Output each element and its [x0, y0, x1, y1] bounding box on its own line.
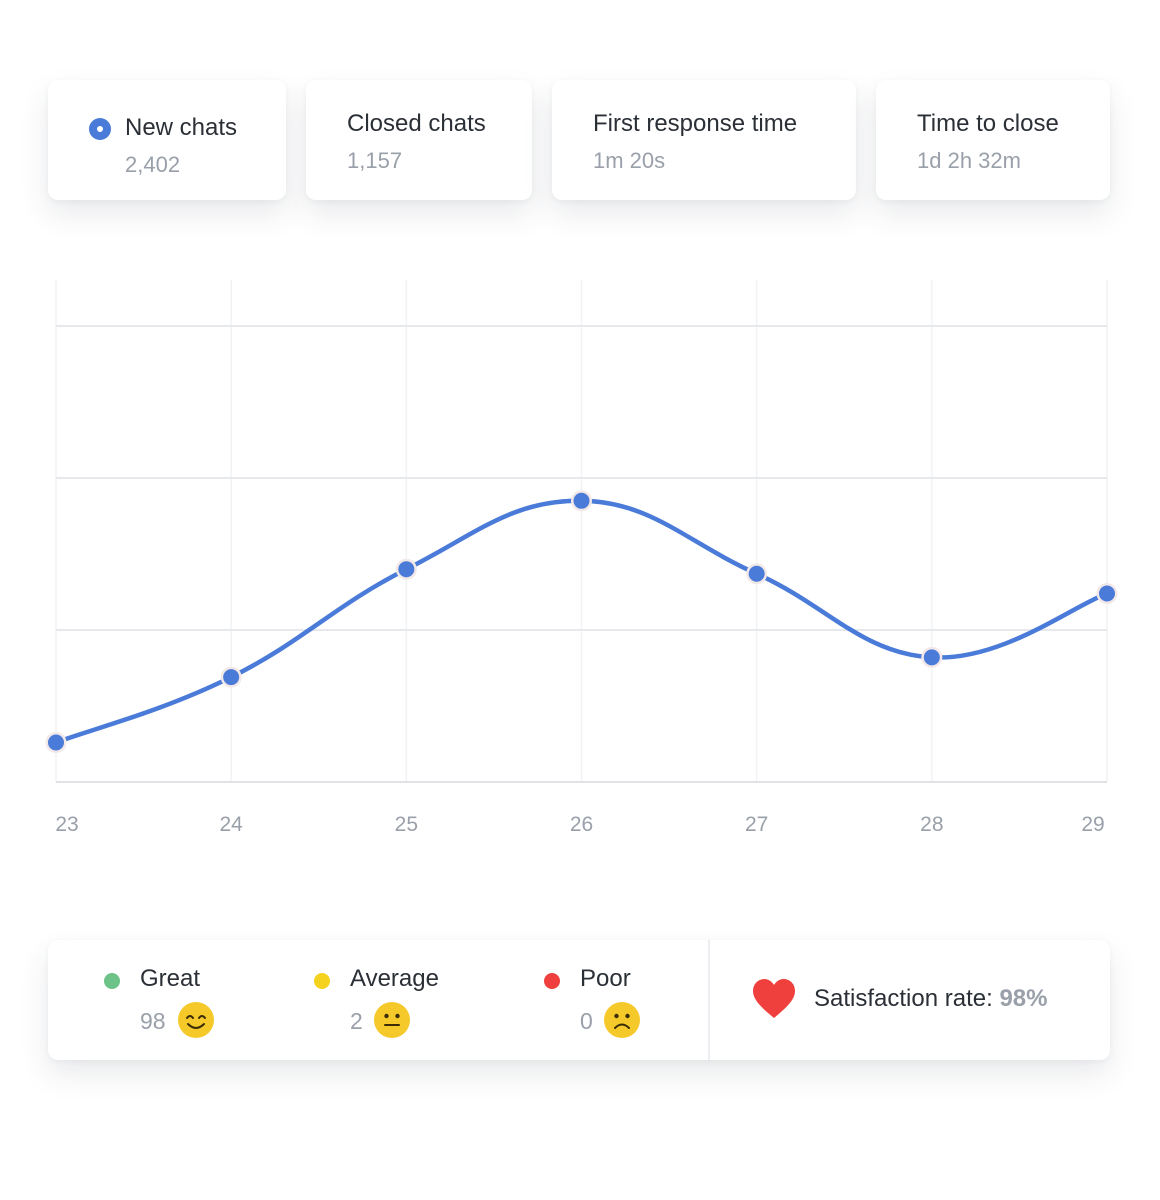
rating-poor: Poor 0	[544, 940, 744, 1060]
data-point	[923, 649, 940, 666]
x-tick-label: 27	[745, 813, 768, 836]
great-dot	[104, 973, 120, 989]
satisfaction-rate: Satisfaction rate: 98%	[814, 985, 1047, 1013]
average-dot	[314, 973, 330, 989]
rating-count: 98	[140, 1008, 166, 1034]
x-tick-label: 23	[55, 813, 78, 836]
stat-title: First response time	[593, 110, 798, 137]
rating-label: Average	[350, 965, 439, 992]
stat-card-first-response-time[interactable]: First response time 1m 20s	[552, 80, 856, 200]
rating-count: 0	[580, 1008, 593, 1034]
rating-average: Average 2	[314, 940, 514, 1060]
x-tick-label: 26	[570, 813, 593, 836]
stat-card-time-to-close[interactable]: Time to close 1d 2h 32m	[876, 80, 1110, 200]
stat-card-closed-chats[interactable]: Closed chats 1,157	[306, 80, 532, 200]
data-point	[573, 492, 590, 509]
rating-label: Poor	[580, 965, 631, 992]
neutral-face-icon	[374, 1002, 410, 1038]
panel-divider	[708, 940, 710, 1060]
rating-great: Great 98	[104, 940, 304, 1060]
stat-value: 1,157	[347, 148, 403, 173]
x-tick-label: 29	[1081, 813, 1104, 836]
data-point	[748, 565, 765, 582]
satisfaction-label: Satisfaction rate:	[814, 985, 993, 1012]
stat-title: Closed chats	[347, 110, 486, 137]
data-point	[398, 561, 415, 578]
poor-dot	[544, 973, 560, 989]
x-tick-label: 28	[920, 813, 943, 836]
smiling-face-icon	[178, 1002, 214, 1038]
stat-title: Time to close	[917, 110, 1059, 137]
new-chats-line-chart: 23 24 25 26 27 28 29	[45, 280, 1118, 836]
heart-icon	[753, 979, 795, 1018]
data-point	[48, 734, 64, 751]
x-tick-label: 25	[395, 813, 418, 836]
stat-value: 1d 2h 32m	[917, 148, 1021, 173]
stat-value: 2,402	[125, 152, 181, 177]
data-point	[1099, 585, 1115, 602]
stat-title: New chats	[125, 114, 238, 141]
x-tick-label: 24	[219, 813, 243, 836]
rating-label: Great	[140, 965, 201, 992]
satisfaction-value: 98%	[999, 985, 1048, 1012]
stat-value: 1m 20s	[593, 148, 666, 173]
data-point	[223, 669, 240, 686]
rating-count: 2	[350, 1008, 363, 1034]
frowning-face-icon	[604, 1002, 640, 1038]
satisfaction-panel: Great 98 Average 2 Poor 0	[48, 940, 1110, 1060]
stat-card-new-chats[interactable]: New chats 2,402	[48, 80, 286, 200]
radio-selected-icon[interactable]	[89, 118, 111, 140]
